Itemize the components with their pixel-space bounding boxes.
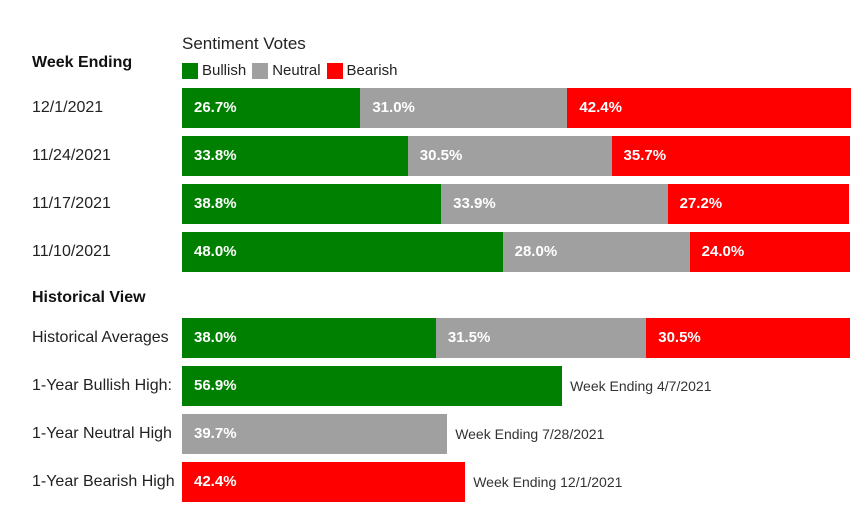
historical-averages-bar: 38.0% 31.5% 30.5% — [182, 318, 850, 358]
week-row-bullish-segment: 48.0% — [182, 232, 503, 272]
legend-label-bullish: Bullish — [202, 62, 247, 79]
week-label: 11/24/2021 — [32, 147, 111, 164]
legend-swatch-neutral — [252, 62, 269, 79]
week-row-bullish-segment: 33.8% — [182, 136, 408, 176]
week-row-bearish-segment: 27.2% — [667, 184, 850, 224]
week-row-bullish-segment: 26.7% — [182, 88, 361, 128]
legend-item-bearish: Bearish — [326, 62, 398, 79]
week-label: 11/10/2021 — [32, 243, 111, 260]
high-bar-bullish: 56.9% — [182, 366, 563, 406]
week-label: 11/17/2021 — [32, 195, 111, 212]
week-row-neutral-segment: 33.9% — [441, 184, 668, 224]
week-row-bar: 48.0% 28.0% 24.0% — [182, 232, 850, 272]
legend-item-neutral: Neutral — [252, 62, 321, 79]
high-label-bearish: 1-Year Bearish High — [32, 473, 175, 490]
week-row-bearish-segment: 35.7% — [611, 136, 850, 176]
legend-item-bullish: Bullish — [182, 62, 246, 79]
high-note-bearish: Week Ending 12/1/2021 — [473, 474, 623, 490]
legend-swatch-bearish — [326, 62, 343, 79]
week-ending-header: Week Ending — [32, 54, 133, 71]
week-row-neutral-segment: 31.0% — [360, 88, 568, 128]
high-bar-bearish: 42.4% — [182, 462, 466, 502]
historical-view-header: Historical View — [32, 289, 146, 306]
week-label: 12/1/2021 — [32, 99, 104, 116]
historical-averages-neutral-segment: 31.5% — [435, 318, 647, 358]
high-note-bullish: Week Ending 4/7/2021 — [570, 378, 712, 394]
week-row-neutral-segment: 30.5% — [407, 136, 612, 176]
historical-averages-bullish-segment: 38.0% — [182, 318, 436, 358]
week-row-neutral-segment: 28.0% — [502, 232, 690, 272]
week-row-bearish-segment: 24.0% — [689, 232, 850, 272]
legend: Bullish Neutral Bearish — [182, 62, 403, 79]
week-row-bar: 26.7% 31.0% 42.4% — [182, 88, 851, 128]
week-row-bar: 33.8% 30.5% 35.7% — [182, 136, 850, 176]
week-row-bearish-segment: 42.4% — [567, 88, 851, 128]
chart-title: Sentiment Votes — [182, 34, 306, 53]
high-bar-neutral: 39.7% — [182, 414, 448, 454]
high-label-neutral: 1-Year Neutral High — [32, 425, 172, 442]
legend-label-bearish: Bearish — [346, 62, 398, 79]
week-row-bullish-segment: 38.8% — [182, 184, 442, 224]
week-row-bar: 38.8% 33.9% 27.2% — [182, 184, 850, 224]
legend-label-neutral: Neutral — [272, 62, 321, 79]
legend-swatch-bullish — [182, 62, 198, 79]
historical-averages-label: Historical Averages — [32, 329, 169, 346]
high-label-bullish: 1-Year Bullish High: — [32, 377, 172, 394]
high-note-neutral: Week Ending 7/28/2021 — [455, 426, 605, 442]
historical-averages-bearish-segment: 30.5% — [646, 318, 850, 358]
